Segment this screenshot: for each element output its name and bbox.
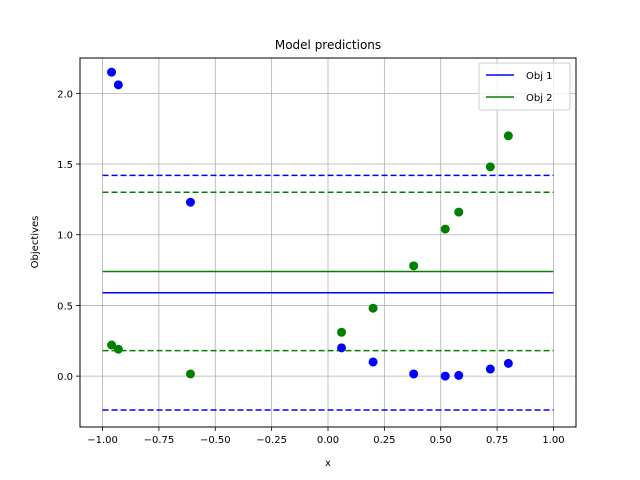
x-tick-label: −0.25 [256,435,287,446]
data-point-obj-2 [503,131,513,141]
x-tick-label: 0.25 [373,435,395,446]
y-tick-label: 2.0 [57,89,73,100]
x-tick-label: −1.00 [87,435,118,446]
x-tick-label: −0.50 [200,435,231,446]
x-axis-ticks: −1.00 −0.75 −0.50 −0.25 0.00 0.25 0.50 0.75 1.00 [87,427,565,446]
data-point-obj-2 [107,340,117,350]
data-point-obj-1 [503,358,513,368]
data-point-obj-2 [440,224,450,234]
x-tick-label: 0.00 [317,435,339,446]
data-point-obj-2 [368,303,378,313]
series-lines [102,174,554,411]
data-point-obj-2 [185,369,195,379]
x-tick-label: 0.50 [430,435,452,446]
data-point-obj-1 [337,343,347,353]
x-tick-label: 1.00 [542,435,564,446]
chart-title: Model predictions [275,38,381,52]
x-axis-label: x [325,458,331,469]
y-axis-label: Objectives [30,216,41,269]
grid [80,58,576,427]
data-point-obj-1 [440,371,450,381]
data-point-obj-1 [485,364,495,374]
data-point-obj-1 [107,67,117,77]
legend-label-obj-1: Obj 1 [526,71,553,82]
series-points [107,67,513,381]
data-point-obj-1 [409,369,419,379]
y-tick-label: 0.0 [57,372,73,383]
data-point-obj-2 [113,344,123,354]
legend-box [478,62,571,111]
data-point-obj-2 [409,261,419,271]
data-point-obj-1 [454,370,464,380]
y-tick-label: 1.0 [57,231,73,242]
y-axis-ticks: 0.0 0.5 1.0 1.5 2.0 [57,89,80,383]
data-point-obj-1 [113,80,123,90]
y-tick-label: 0.5 [57,301,73,312]
data-point-obj-1 [368,357,378,367]
data-point-obj-1 [185,197,195,207]
y-tick-label: 1.5 [57,160,73,171]
legend-label-obj-2: Obj 2 [526,93,553,104]
legend: Obj 1 Obj 2 [478,62,571,111]
x-tick-label: −0.75 [144,435,175,446]
data-point-obj-2 [454,207,464,217]
x-tick-label: 0.75 [486,435,508,446]
data-point-obj-2 [337,327,347,337]
data-point-obj-2 [485,162,495,172]
